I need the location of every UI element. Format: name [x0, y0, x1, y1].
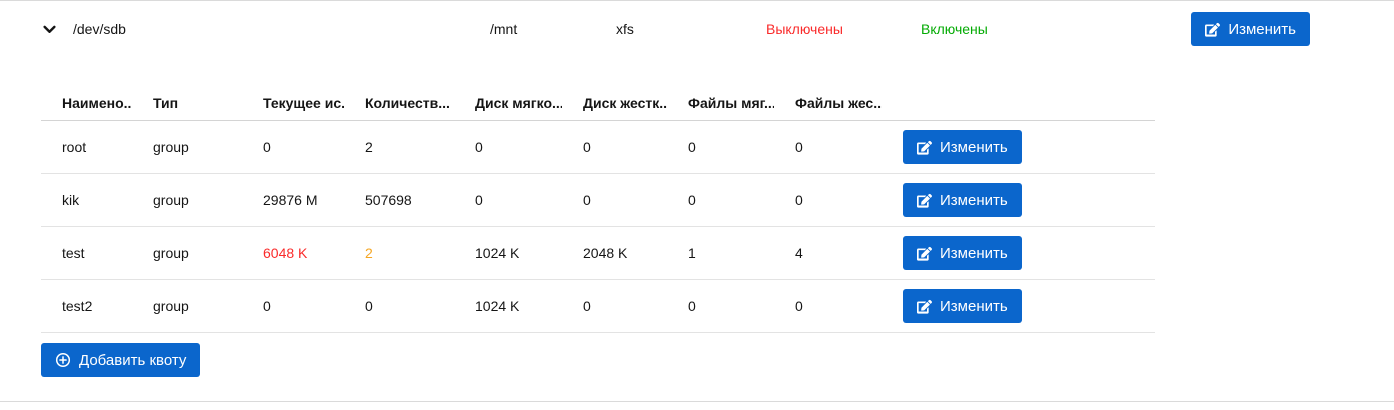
edit-icon — [917, 193, 932, 208]
add-quota-button[interactable]: Добавить квоту — [41, 343, 201, 377]
disk-soft-cell: 0 — [475, 139, 483, 155]
column-header-7: Файлы жес... — [795, 95, 882, 111]
disk-hard-cell: 0 — [583, 298, 591, 314]
disk-hard-cell: 0 — [583, 192, 591, 208]
edit-button-cell: Изменить — [882, 183, 1155, 217]
files-soft-cell: 0 — [688, 298, 696, 314]
current-usage-cell: 0 — [263, 139, 271, 155]
count-cell: 507698 — [365, 192, 412, 208]
chevron-down-icon — [42, 22, 57, 37]
edit-icon — [917, 246, 932, 261]
table-row: root group 0 2 0 0 0 0 Изменить — [41, 121, 1155, 174]
current-usage-cell: 6048 K — [263, 245, 308, 261]
device-row: /dev/sdb /mnt xfs Выключены Включены Изм… — [0, 1, 1394, 57]
edit-icon — [917, 299, 932, 314]
edit-quota-button[interactable]: Изменить — [903, 183, 1022, 217]
table-row: test group 6048 K 2 1024 K 2048 K 1 4 Изменить — [41, 227, 1155, 280]
edit-button-label: Изменить — [940, 244, 1008, 262]
edit-button-cell: Изменить — [882, 130, 1155, 164]
mount-point: /mnt — [490, 21, 518, 37]
current-usage-cell: 29876 M — [263, 192, 318, 208]
column-header-6: Файлы мяг... — [688, 95, 774, 111]
user-quota-status: Выключены — [766, 21, 843, 37]
files-hard-cell: 4 — [795, 245, 803, 261]
edit-device-quota-button[interactable]: Изменить — [1191, 12, 1310, 46]
files-soft-cell: 0 — [688, 192, 696, 208]
files-soft-cell: 1 — [688, 245, 696, 261]
column-header-2: Текущее ис... — [263, 95, 344, 111]
add-quota-button-label: Добавить квоту — [79, 351, 187, 369]
edit-button-label: Изменить — [940, 297, 1008, 315]
column-header-3: Количеств... — [365, 95, 450, 111]
edit-quota-button[interactable]: Изменить — [903, 289, 1022, 323]
disk-soft-cell: 0 — [475, 192, 483, 208]
files-soft-cell: 0 — [688, 139, 696, 155]
edit-icon — [1205, 22, 1221, 37]
current-usage-cell: 0 — [263, 298, 271, 314]
disk-soft-cell: 1024 K — [475, 245, 520, 261]
table-row: test2 group 0 0 1024 K 0 0 0 Изменить — [41, 280, 1155, 333]
edit-quota-button[interactable]: Изменить — [903, 130, 1022, 164]
quota-table: Наимено... Тип Текущее ис... Количеств... Ди… — [41, 86, 1155, 333]
edit-button-label: Изменить — [1228, 20, 1296, 38]
disk-hard-cell: 0 — [583, 139, 591, 155]
count-cell: 2 — [365, 245, 373, 261]
quota-type-cell: group — [153, 192, 189, 208]
column-header-0: Наимено... — [62, 95, 132, 111]
plus-circle-icon — [55, 352, 71, 368]
edit-button-label: Изменить — [940, 138, 1008, 156]
quota-name-cell: test2 — [62, 298, 93, 314]
column-header-5: Диск жестк... — [583, 95, 667, 111]
quota-type-cell: group — [153, 139, 189, 155]
edit-button-cell: Изменить — [882, 236, 1155, 270]
column-header-1: Тип — [153, 95, 179, 111]
quota-type-cell: group — [153, 245, 189, 261]
files-hard-cell: 0 — [795, 139, 803, 155]
quota-type-cell: group — [153, 298, 189, 314]
collapse-toggle-button[interactable] — [40, 20, 59, 39]
filesystem-type: xfs — [616, 21, 634, 37]
column-header-4: Диск мягко... — [475, 95, 562, 111]
quota-name-cell: test — [62, 245, 85, 261]
quota-table-body: root group 0 2 0 0 0 0 Изменить kik group 29876 M… — [41, 121, 1155, 333]
files-hard-cell: 0 — [795, 298, 803, 314]
count-cell: 0 — [365, 298, 373, 314]
device-path: /dev/sdb — [73, 21, 126, 37]
add-quota-row: Добавить квоту — [41, 343, 1394, 377]
quota-table-header: Наимено... Тип Текущее ис... Количеств... Ди… — [41, 86, 1155, 121]
edit-button-cell: Изменить — [882, 289, 1155, 323]
files-hard-cell: 0 — [795, 192, 803, 208]
quota-name-cell: kik — [62, 192, 80, 208]
group-quota-status: Включены — [921, 21, 988, 37]
disk-soft-cell: 1024 K — [475, 298, 520, 314]
table-row: kik group 29876 M 507698 0 0 0 0 Изменить — [41, 174, 1155, 227]
edit-icon — [917, 140, 932, 155]
edit-quota-button[interactable]: Изменить — [903, 236, 1022, 270]
edit-button-label: Изменить — [940, 191, 1008, 209]
count-cell: 2 — [365, 139, 373, 155]
disk-hard-cell: 2048 K — [583, 245, 628, 261]
quota-name-cell: root — [62, 139, 87, 155]
